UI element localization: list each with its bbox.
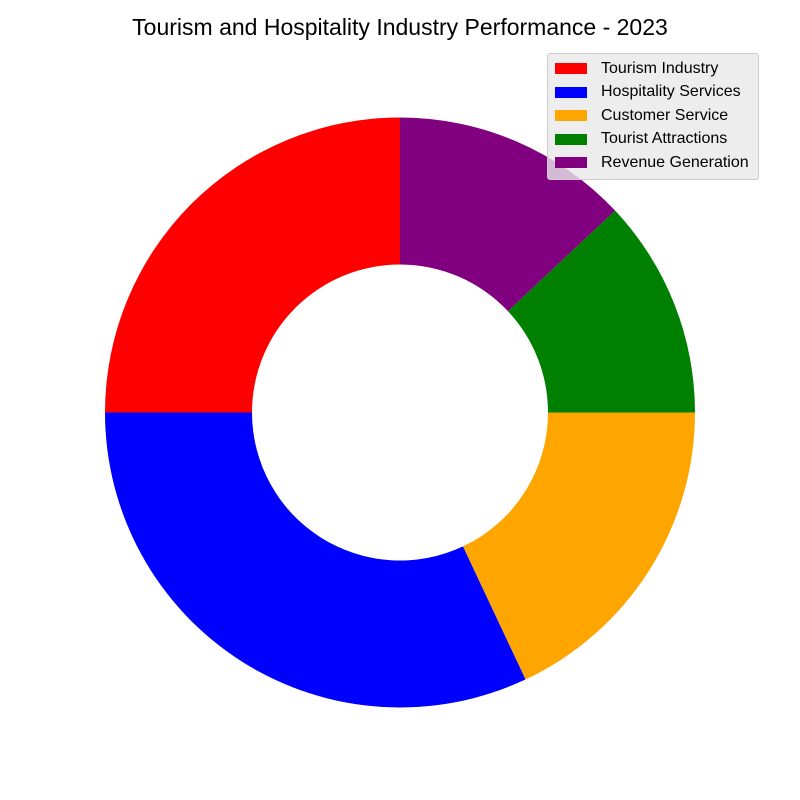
legend-swatch [555, 157, 587, 169]
legend-item: Customer Service [548, 104, 758, 128]
legend-item: Tourist Attractions [548, 128, 758, 152]
legend-item: Tourism Industry [548, 57, 758, 81]
legend-label: Customer Service [601, 106, 729, 124]
legend: Tourism Industry Hospitality Services Cust… [547, 53, 759, 180]
legend-label: Hospitality Services [601, 83, 741, 101]
donut-slice-customer-service [463, 412, 695, 680]
legend-label: Tourism Industry [601, 59, 719, 77]
legend-label: Tourist Attractions [601, 130, 728, 148]
legend-swatch [555, 133, 587, 145]
chart-title: Tourism and Hospitality Industry Perform… [132, 14, 668, 40]
legend-label: Revenue Generation [601, 153, 749, 171]
legend-swatch [555, 86, 587, 98]
legend-swatch [555, 110, 587, 122]
donut-slice-tourism-industry [105, 117, 400, 413]
legend-item: Hospitality Services [548, 81, 758, 105]
legend-swatch [555, 63, 587, 75]
donut-slice-tourist-attractions [507, 210, 695, 413]
legend-item: Revenue Generation [548, 151, 758, 175]
donut-slice-hospitality-services [105, 412, 526, 708]
